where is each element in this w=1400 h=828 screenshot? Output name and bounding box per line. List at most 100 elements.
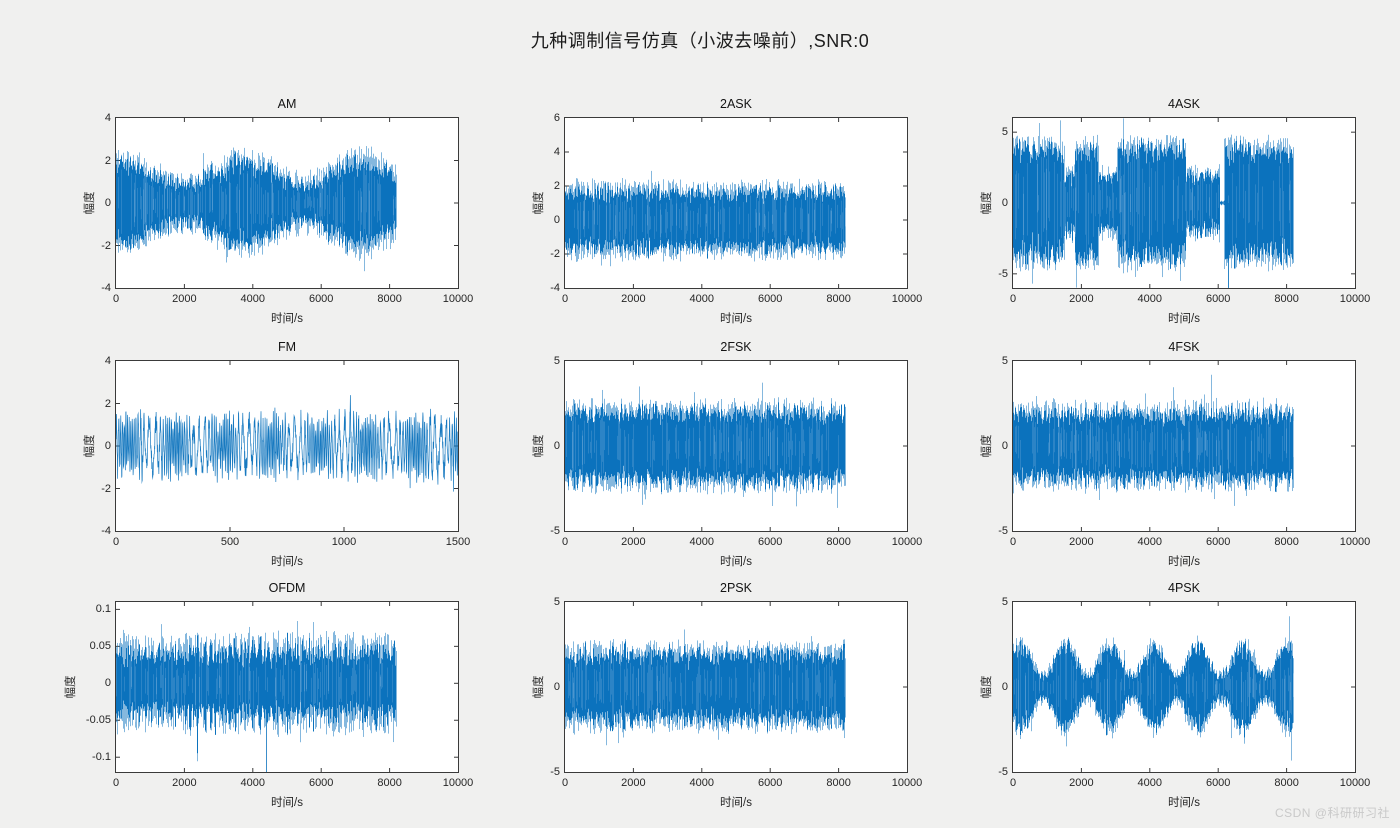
y-tick-label: 5: [1001, 596, 1008, 608]
y-axis-label: 幅度: [981, 675, 993, 699]
x-tick-label: 10000: [1339, 536, 1371, 548]
signal-canvas-ofdm: [116, 602, 458, 772]
subplot-title-4fsk: 4FSK: [1168, 340, 1200, 354]
x-tick-label: 500: [220, 536, 240, 548]
signal-canvas-am: [116, 118, 458, 288]
x-tick-label: 10000: [891, 536, 923, 548]
x-tick-label: 4000: [689, 777, 715, 789]
x-tick-label: 4000: [1137, 293, 1163, 305]
x-tick-label: 0: [112, 777, 120, 789]
y-axis-label: 幅度: [533, 434, 545, 458]
y-tick-label: 0: [1001, 197, 1008, 209]
signal-canvas-2ask: [565, 118, 907, 288]
x-tick-label: 8000: [826, 777, 851, 789]
x-axis-label: 时间/s: [720, 797, 752, 809]
y-axis-label: 幅度: [64, 675, 77, 699]
x-tick-label: 10000: [891, 293, 923, 305]
subplot-4fsk: 4FSK 时间/s 幅度 0 2000 4000 6000 8000 10000 -5 0 5: [981, 340, 1370, 568]
y-tick-label: 0: [553, 440, 560, 452]
x-axis-label: 时间/s: [1168, 556, 1200, 568]
x-tick-label: 8000: [1274, 293, 1299, 305]
x-tick-label: 2000: [621, 536, 646, 548]
y-tick-label: 4: [553, 146, 560, 158]
x-tick-label: 6000: [308, 777, 334, 789]
x-tick-label: 2000: [621, 293, 646, 305]
subplot-title-ofdm: OFDM: [268, 581, 306, 595]
x-tick-label: 2000: [621, 777, 646, 789]
signal-canvas-4fsk: [1013, 361, 1355, 531]
subplot-2ask: 2ASK 时间/s 幅度 0 2000 4000 6000 8000 10000 -4 -2 0 2 4 6: [533, 97, 922, 325]
x-tick-label: 2000: [1069, 777, 1094, 789]
subplot-4ask: 4ASK 时间/s 幅度 0 2000 4000 6000 8000 10000 -5 0 5: [981, 97, 1370, 325]
y-tick-label: 5: [1001, 355, 1008, 367]
x-tick-label: 2000: [1069, 293, 1094, 305]
x-tick-label: 0: [112, 293, 120, 305]
x-tick-label: 6000: [757, 536, 783, 548]
x-tick-label: 0: [112, 536, 120, 548]
x-tick-label: 8000: [377, 777, 402, 789]
x-axis-label: 时间/s: [271, 313, 303, 325]
x-tick-label: 0: [1009, 536, 1017, 548]
subplot-fm: FM 时间/s 幅度 0 500 1000 1500 -4 -2 0 2 4: [84, 340, 470, 568]
x-tick-label: 4000: [1137, 777, 1163, 789]
x-tick-label: 0: [561, 536, 569, 548]
x-tick-label: 1500: [445, 536, 471, 548]
x-tick-label: 2000: [1069, 536, 1094, 548]
x-tick-label: 10000: [442, 293, 474, 305]
x-tick-label: 2000: [172, 293, 197, 305]
subplot-title-4psk: 4PSK: [1168, 581, 1200, 595]
y-tick-label: -5: [998, 766, 1008, 778]
y-axis-label: 幅度: [533, 191, 545, 215]
x-tick-label: 8000: [826, 293, 851, 305]
y-tick-label: 0.05: [89, 640, 111, 653]
y-axis-label: 幅度: [84, 434, 96, 458]
subplot-title-4ask: 4ASK: [1168, 97, 1200, 111]
x-tick-label: 6000: [757, 293, 783, 305]
y-tick-label: -4: [550, 282, 560, 294]
x-axis-label: 时间/s: [1168, 797, 1200, 809]
y-tick-label: -5: [550, 766, 560, 778]
y-tick-label: 2: [104, 154, 111, 167]
subplot-am: AM 时间/s 幅度 0 2000 4000 6000 8000 10000 -4 -2 0 2 4: [84, 97, 473, 325]
y-tick-label: 2: [553, 180, 560, 192]
y-tick-label: 0: [104, 677, 111, 690]
y-tick-label: 5: [553, 355, 560, 367]
x-tick-label: 10000: [1339, 293, 1371, 305]
y-tick-label: 6: [553, 112, 560, 124]
y-tick-label: -2: [101, 239, 111, 252]
signal-canvas-2fsk: [565, 361, 907, 531]
y-tick-label: -2: [101, 482, 111, 495]
x-tick-label: 10000: [1339, 777, 1371, 789]
x-tick-label: 2000: [172, 777, 197, 789]
x-tick-label: 10000: [442, 777, 474, 789]
x-tick-label: 0: [561, 777, 569, 789]
subplot-2fsk: 2FSK 时间/s 幅度 0 2000 4000 6000 8000 10000 -5 0 5: [533, 340, 922, 568]
x-axis-label: 时间/s: [720, 313, 752, 325]
y-tick-label: -5: [998, 525, 1008, 537]
y-tick-label: 0.1: [95, 603, 111, 616]
y-tick-label: 4: [104, 355, 111, 367]
y-tick-label: -0.1: [92, 751, 111, 764]
x-tick-label: 0: [561, 293, 569, 305]
y-tick-label: -4: [101, 282, 111, 294]
figure-title: 九种调制信号仿真（小波去噪前）,SNR:0: [530, 31, 870, 51]
subplot-2psk: 2PSK 时间/s 幅度 0 2000 4000 6000 8000 10000 -5 0 5: [533, 581, 922, 809]
subplot-4psk: 4PSK 时间/s 幅度 0 2000 4000 6000 8000 10000 -5 0 5: [981, 581, 1370, 809]
x-axis-label: 时间/s: [720, 556, 752, 568]
y-tick-label: -2: [550, 248, 560, 260]
y-tick-label: 4: [104, 112, 111, 124]
x-tick-label: 4000: [1137, 536, 1163, 548]
y-axis-label: 幅度: [981, 191, 993, 215]
y-tick-label: 0: [553, 214, 560, 226]
x-tick-label: 6000: [308, 293, 334, 305]
subplot-title-2ask: 2ASK: [720, 97, 752, 111]
subplot-ofdm: OFDM 时间/s 幅度 0 2000 4000 6000 8000 10000 -0.1 -0.0…: [65, 581, 474, 809]
x-tick-label: 6000: [1205, 293, 1231, 305]
subplot-title-fm: FM: [277, 340, 297, 354]
x-axis-label: 时间/s: [1168, 313, 1200, 325]
x-tick-label: 4000: [689, 536, 715, 548]
y-tick-label: 0: [104, 440, 111, 452]
y-tick-label: 0: [104, 197, 111, 209]
x-tick-label: 0: [1009, 777, 1017, 789]
